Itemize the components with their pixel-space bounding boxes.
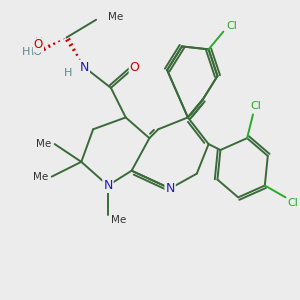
Text: Cl: Cl — [250, 100, 261, 111]
Text: Me: Me — [34, 172, 49, 182]
Text: H: H — [35, 37, 43, 47]
Text: Cl: Cl — [287, 198, 298, 208]
Text: N: N — [165, 182, 175, 195]
Text: H: H — [22, 47, 31, 57]
Text: Me: Me — [37, 139, 52, 149]
Text: Me: Me — [111, 214, 126, 225]
Text: H: H — [64, 68, 72, 78]
Text: Me: Me — [108, 12, 123, 22]
Text: Cl: Cl — [227, 21, 238, 31]
Text: N: N — [80, 61, 89, 74]
Text: HO: HO — [26, 47, 43, 57]
Text: O: O — [34, 38, 43, 51]
Text: N: N — [103, 179, 112, 192]
Text: O: O — [130, 61, 140, 74]
